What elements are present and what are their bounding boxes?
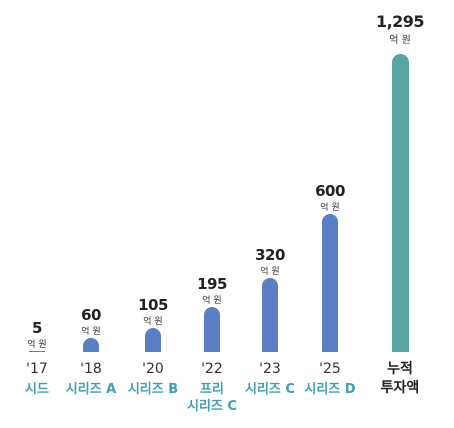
total-unit-label: 억 원: [389, 35, 411, 46]
unit-label-4: 억 원: [260, 267, 280, 278]
year-label-2: '20: [142, 361, 164, 377]
bar-0: [29, 350, 45, 352]
bar-1: [83, 338, 99, 352]
bar-2: [145, 327, 161, 352]
value-label-5: 600: [315, 181, 345, 200]
value-label-2: 105: [138, 295, 168, 314]
bar-5: [322, 213, 338, 352]
value-label-0: 5: [32, 318, 42, 337]
year-label-3: '22: [201, 361, 223, 377]
year-label-5: '25: [319, 361, 341, 377]
value-label-3: 195: [197, 275, 227, 294]
round-label-0: 시드: [25, 382, 49, 397]
unit-label-3: 억 원: [202, 296, 222, 307]
unit-label-1: 억 원: [81, 327, 101, 338]
total-label: 누적 투자액: [380, 361, 420, 396]
year-label-1: '18: [80, 361, 102, 377]
round-label-3: 프리 시리즈 C: [187, 382, 237, 414]
bar-4: [262, 278, 278, 352]
total-bar: [391, 54, 409, 352]
bar-3: [204, 307, 220, 352]
round-label-4: 시리즈 C: [245, 382, 295, 397]
unit-label-5: 억 원: [320, 202, 340, 213]
value-label-1: 60: [81, 306, 101, 325]
unit-label-0: 억 원: [27, 339, 47, 350]
unit-label-2: 억 원: [143, 316, 163, 327]
round-label-1: 시리즈 A: [65, 382, 117, 397]
year-label-0: '17: [26, 361, 48, 377]
total-value-label: 1,295: [375, 12, 425, 31]
round-label-5: 시리즈 D: [304, 382, 356, 397]
value-label-4: 320: [255, 246, 285, 265]
round-label-2: 시리즈 B: [127, 382, 179, 397]
year-label-4: '23: [259, 361, 281, 377]
